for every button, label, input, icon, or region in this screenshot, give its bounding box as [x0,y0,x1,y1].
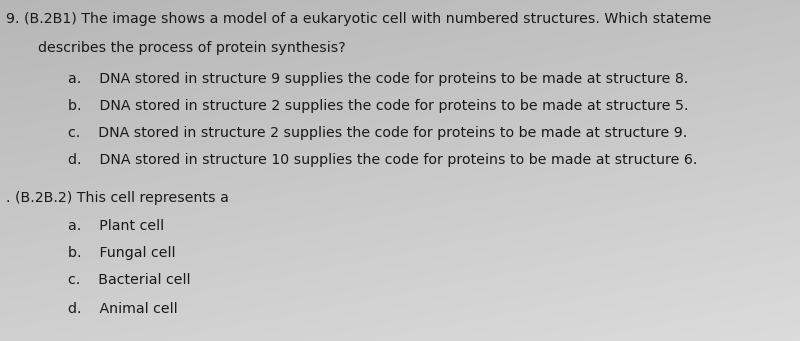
Text: b.    DNA stored in structure 2 supplies the code for proteins to be made at str: b. DNA stored in structure 2 supplies th… [68,99,689,113]
Text: 9. (B.2B1) The image shows a model of a eukaryotic cell with numbered structures: 9. (B.2B1) The image shows a model of a … [6,12,712,26]
Text: a.    Plant cell: a. Plant cell [68,219,164,233]
Text: d.    Animal cell: d. Animal cell [68,302,178,316]
Text: . (B.2B.2) This cell represents a: . (B.2B.2) This cell represents a [6,191,230,205]
Text: c.    DNA stored in structure 2 supplies the code for proteins to be made at str: c. DNA stored in structure 2 supplies th… [68,126,687,140]
Text: b.    Fungal cell: b. Fungal cell [68,246,175,260]
Text: describes the process of protein synthesis?: describes the process of protein synthes… [38,41,346,55]
Text: a.    DNA stored in structure 9 supplies the code for proteins to be made at str: a. DNA stored in structure 9 supplies th… [68,72,688,86]
Text: c.    Bacterial cell: c. Bacterial cell [68,273,190,287]
Text: d.    DNA stored in structure 10 supplies the code for proteins to be made at st: d. DNA stored in structure 10 supplies t… [68,153,698,167]
